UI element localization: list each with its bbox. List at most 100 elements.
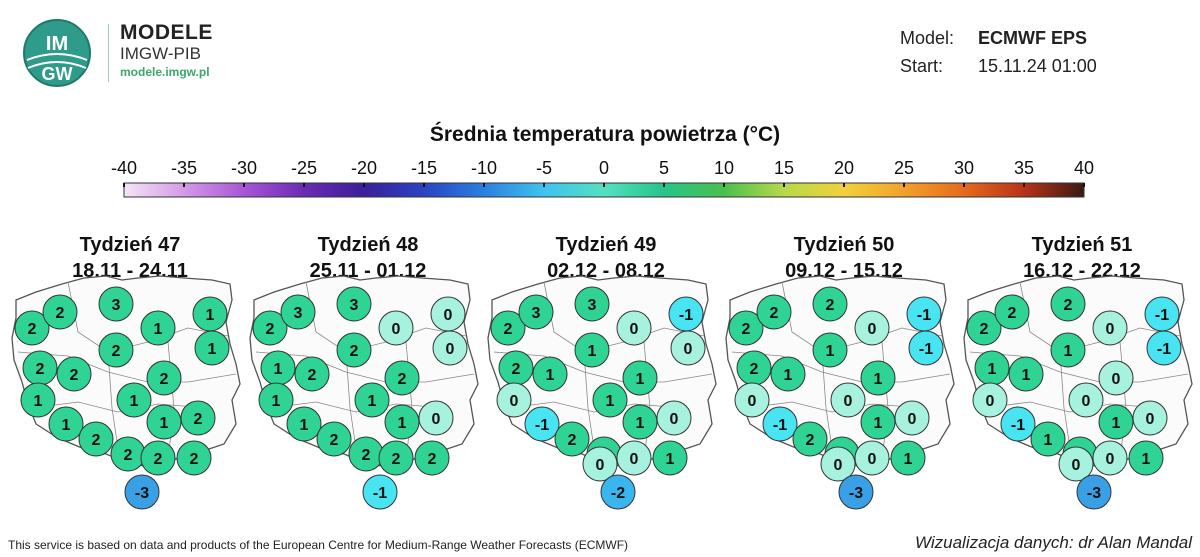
temperature-value: 1 — [154, 321, 163, 338]
region-boundary — [493, 351, 713, 383]
scale-tick-label: -10 — [470, 158, 497, 178]
temperature-marker — [792, 421, 828, 457]
temperature-marker — [812, 286, 848, 322]
temperature-marker — [180, 400, 216, 436]
temperature-marker — [830, 382, 866, 418]
poland-map: 2 2 3 1 1 1 2 2 2 2 1 1 1 2 1 2 2 2 2 -3 — [11, 275, 241, 510]
temperature-value: -1 — [535, 417, 549, 434]
temperature-value: 1 — [208, 341, 217, 358]
region-boundary — [507, 401, 685, 413]
temperature-value: 0 — [630, 321, 639, 338]
temperature-value: 2 — [504, 321, 513, 338]
temperature-marker — [1132, 400, 1168, 436]
temperature-marker — [384, 360, 420, 396]
temperature-marker — [812, 332, 848, 368]
temperature-marker — [20, 382, 56, 418]
start-label: Start: — [900, 56, 944, 76]
scale-tick-label: -15 — [410, 158, 437, 178]
brand-block: MODELE IMGW-PIB modele.imgw.pl — [120, 22, 213, 80]
temperature-marker — [124, 474, 160, 510]
temperature-marker — [756, 294, 792, 330]
temperature-value: 3 — [294, 305, 303, 322]
scale-title: Średnia temperatura powietrza (°C) — [429, 123, 781, 146]
temperature-value: 2 — [160, 371, 169, 388]
scale-tick-label: 35 — [1013, 158, 1035, 178]
week-title: Tydzień 47 — [79, 234, 181, 256]
temperature-marker — [56, 356, 92, 392]
temperature-value: 1 — [636, 415, 645, 432]
temperature-value: 1 — [636, 371, 645, 388]
scale-tick-label: 30 — [953, 158, 975, 178]
temperature-marker — [378, 310, 414, 346]
brand-separator — [108, 24, 109, 82]
temperature-value: 2 — [266, 321, 275, 338]
temperature-marker — [518, 294, 554, 330]
temperature-marker — [146, 360, 182, 396]
temperature-marker — [734, 382, 770, 418]
temperature-marker — [176, 440, 212, 476]
temperature-marker — [1098, 360, 1134, 396]
temperature-value: 1 — [1064, 343, 1073, 360]
brand-url[interactable]: modele.imgw.pl — [120, 65, 210, 79]
temperature-value: 0 — [432, 411, 441, 428]
temperature-value: -3 — [849, 485, 863, 502]
temperature-marker — [966, 310, 1002, 346]
temperature-marker — [140, 310, 176, 346]
temperature-value: 1 — [1044, 432, 1053, 449]
temperature-marker — [1000, 406, 1036, 442]
brand-subtitle: IMGW-PIB — [120, 44, 201, 63]
scale-tick-label: -40 — [110, 158, 137, 178]
model-value: ECMWF EPS — [978, 28, 1088, 48]
temperature-value: 2 — [398, 371, 407, 388]
scale-tick-label: 10 — [713, 158, 735, 178]
temperature-marker — [48, 406, 84, 442]
temperature-value: 1 — [784, 367, 793, 384]
temperature-marker — [994, 294, 1030, 330]
temperature-marker — [972, 382, 1008, 418]
temperature-marker — [1050, 286, 1086, 322]
temperature-marker — [582, 446, 618, 482]
temperature-value: 2 — [362, 447, 371, 464]
scale-tick-label: 0 — [598, 158, 609, 178]
temperature-marker — [378, 440, 414, 476]
temperature-value: 0 — [630, 451, 639, 468]
temperature-marker — [622, 360, 658, 396]
temperature-value: 1 — [904, 451, 913, 468]
svg-text:IM: IM — [46, 33, 68, 55]
temperature-value: 2 — [330, 432, 339, 449]
temperature-value: 2 — [568, 432, 577, 449]
temperature-marker — [252, 310, 288, 346]
temperature-marker — [524, 406, 560, 442]
temperature-marker — [838, 474, 874, 510]
region-boundary — [255, 351, 475, 383]
scale-tick-label: 15 — [773, 158, 795, 178]
temperature-value: -1 — [917, 307, 931, 324]
temperature-value: 1 — [606, 393, 615, 410]
temperature-marker — [1058, 446, 1094, 482]
scale-tick-label: -5 — [535, 158, 552, 178]
temperature-marker — [1068, 382, 1104, 418]
temperature-value: 2 — [190, 451, 199, 468]
temperature-marker — [362, 474, 398, 510]
scale-ticks: -40 -35 -30 -25 -20 -15 -10 -5 0 5 10 15 20 25 30 35 40 — [0, 158, 1200, 182]
temperature-value: -1 — [1157, 341, 1171, 358]
temperature-value: 1 — [130, 393, 139, 410]
temperature-marker — [1128, 440, 1164, 476]
temperature-marker — [532, 356, 568, 392]
temperature-value: 2 — [92, 432, 101, 449]
temperature-value: 1 — [34, 393, 43, 410]
temperature-marker — [354, 382, 390, 418]
week-title: Tydzień 51 — [1031, 234, 1133, 256]
temperature-value: 0 — [844, 393, 853, 410]
temperature-value: 0 — [1106, 451, 1115, 468]
temperature-value: 2 — [826, 297, 835, 314]
temperature-value: 1 — [160, 415, 169, 432]
temperature-value: 2 — [980, 321, 989, 338]
temperature-marker — [616, 310, 652, 346]
region-boundary — [969, 351, 1189, 383]
temperature-value: 0 — [868, 321, 877, 338]
temperature-marker — [496, 382, 532, 418]
temperature-marker — [894, 400, 930, 436]
